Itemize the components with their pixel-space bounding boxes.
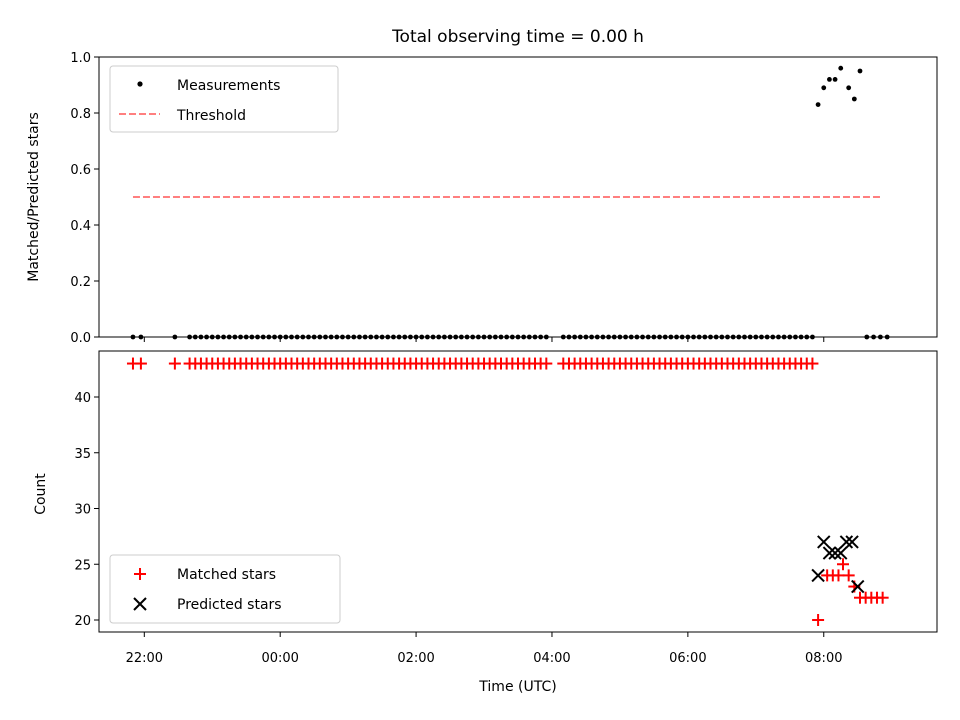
y-tick-label: 0.2: [70, 275, 91, 290]
measurement-point: [838, 65, 844, 71]
bottom-legend-box: [109, 554, 341, 624]
measurement-point: [815, 102, 821, 107]
legend-matched-label: Matched stars: [177, 567, 276, 583]
top-y-ticks: 0.0 0.2 0.4 0.6 0.8 1.0: [70, 51, 99, 346]
top-x-ticks: [143, 337, 825, 342]
predicted-star-point: [851, 579, 865, 594]
legend-predicted-marker: [133, 597, 147, 611]
y-tick-label: 20: [74, 614, 91, 629]
x-tick-label: 00:00: [261, 651, 298, 666]
y-tick-label: 0.6: [70, 163, 91, 178]
matched-star-point: [806, 357, 819, 370]
measurement-point: [827, 77, 832, 82]
matched-star-point: [168, 357, 181, 370]
bottom-panel-frame: [98, 350, 938, 633]
measurement-point: [832, 77, 838, 82]
top-panel: 0.0 0.2 0.4 0.6 0.8 1.0 Matched/Predicted sta…: [26, 51, 938, 346]
y-tick-label: 1.0: [70, 51, 91, 66]
predicted-star-points: [811, 535, 865, 594]
x-tick-label: 22:00: [126, 651, 163, 666]
y-tick-label: 25: [74, 558, 91, 573]
x-tick-label: 04:00: [533, 651, 570, 666]
matched-star-points: [126, 357, 889, 626]
x-axis-label: Time (UTC): [478, 679, 556, 695]
legend-measurements-marker: [137, 81, 143, 87]
bottom-legend: Matched stars Predicted stars: [109, 554, 341, 624]
y-tick-label: 30: [74, 503, 91, 518]
predicted-star-point: [828, 546, 842, 560]
measurement-point: [846, 85, 852, 91]
predicted-star-point: [817, 535, 831, 549]
measurement-point: [821, 85, 827, 91]
y-tick-label: 0.8: [70, 107, 91, 122]
y-tick-label: 40: [74, 391, 91, 406]
matched-star-point: [837, 558, 850, 571]
legend-predicted-label: Predicted stars: [177, 597, 282, 613]
x-tick-label: 02:00: [397, 651, 434, 666]
top-y-axis-label: Matched/Predicted stars: [26, 112, 42, 282]
y-tick-label: 35: [74, 447, 91, 462]
legend-matched-marker: [134, 568, 146, 580]
top-legend-box: [109, 65, 339, 133]
predicted-star-point: [839, 535, 854, 549]
predicted-star-point: [811, 568, 825, 583]
measurement-point: [851, 96, 857, 102]
legend-threshold-label: Threshold: [176, 108, 246, 124]
predicted-star-point: [822, 546, 837, 560]
matched-star-point: [134, 357, 147, 370]
matched-star-point: [876, 591, 889, 604]
x-tick-label: 06:00: [669, 651, 706, 666]
bottom-y-axis-label: Count: [33, 473, 49, 515]
predicted-star-point: [845, 535, 859, 549]
y-tick-label: 0.4: [70, 219, 91, 234]
top-panel-frame: [98, 56, 938, 338]
y-tick-label: 0.0: [70, 331, 91, 346]
matched-star-point: [812, 614, 825, 626]
bottom-y-ticks: 20 25 30 35 40: [74, 391, 99, 629]
chart-title: Total observing time = 0.00 h: [391, 27, 644, 47]
measurement-point: [857, 68, 863, 74]
top-legend: Measurements Threshold: [109, 65, 339, 133]
matched-star-point: [832, 569, 845, 582]
x-tick-label: 08:00: [805, 651, 842, 666]
legend-measurements-label: Measurements: [177, 78, 280, 94]
predicted-star-point: [834, 546, 848, 560]
bottom-x-ticks: 22:00 00:00 02:00 04:00 06:00 08:00: [126, 632, 842, 666]
matched-star-point: [842, 569, 855, 582]
matched-star-point: [540, 357, 553, 370]
bottom-panel: 20 25 30 35 40 22:00 00:00 02:00 04:00 06:00 08:0…: [33, 350, 938, 695]
